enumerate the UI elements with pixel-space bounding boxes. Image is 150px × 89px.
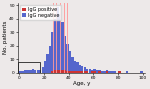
Bar [91, 71, 93, 73]
Bar [74, 71, 76, 73]
Y-axis label: No. patients: No. patients [3, 21, 8, 54]
Bar [84, 71, 86, 73]
Bar [19, 71, 22, 73]
Bar [69, 71, 71, 73]
Bar [54, 70, 56, 73]
Bar [49, 46, 51, 73]
Bar [106, 71, 108, 73]
Bar [126, 71, 128, 73]
Bar [34, 70, 36, 73]
Bar [76, 62, 78, 73]
Bar [61, 22, 64, 73]
Bar [66, 71, 69, 73]
Bar [79, 71, 81, 73]
Bar [44, 61, 46, 73]
Bar [51, 71, 54, 73]
Bar [93, 69, 96, 73]
Bar [32, 69, 34, 73]
Bar [84, 67, 86, 73]
Bar [108, 71, 111, 73]
Bar [96, 70, 98, 73]
Bar [39, 70, 41, 73]
Bar [98, 70, 101, 73]
Bar [86, 69, 88, 73]
Bar [37, 70, 39, 73]
Bar [46, 54, 49, 73]
Bar [86, 71, 88, 73]
Bar [140, 71, 143, 73]
Bar [66, 44, 69, 73]
Bar [118, 71, 121, 73]
Legend: IgG positive, IgG negative: IgG positive, IgG negative [20, 5, 61, 20]
Bar [59, 14, 61, 73]
Bar [79, 65, 81, 73]
Bar [51, 32, 54, 73]
X-axis label: Age, y: Age, y [73, 81, 90, 86]
Bar [61, 70, 64, 73]
Bar [71, 57, 74, 73]
Bar [59, 70, 61, 73]
Bar [74, 61, 76, 73]
Bar [98, 71, 101, 73]
Bar [71, 71, 74, 73]
Bar [42, 67, 44, 73]
Bar [81, 66, 83, 73]
Bar [93, 71, 96, 73]
Bar [64, 36, 66, 73]
Bar [101, 71, 103, 73]
Bar [56, 70, 59, 73]
Bar [76, 71, 78, 73]
Bar [27, 70, 29, 73]
Bar [69, 51, 71, 73]
Bar [18, 62, 40, 73]
Bar [54, 19, 56, 73]
Bar [113, 71, 116, 73]
Bar [64, 70, 66, 73]
Bar [103, 71, 106, 73]
Bar [22, 71, 24, 73]
Bar [81, 71, 83, 73]
Bar [56, 7, 59, 73]
Bar [118, 71, 121, 73]
Bar [91, 70, 93, 73]
Bar [29, 70, 31, 73]
Bar [111, 71, 113, 73]
Bar [24, 70, 27, 73]
Bar [106, 70, 108, 73]
Bar [88, 69, 91, 73]
